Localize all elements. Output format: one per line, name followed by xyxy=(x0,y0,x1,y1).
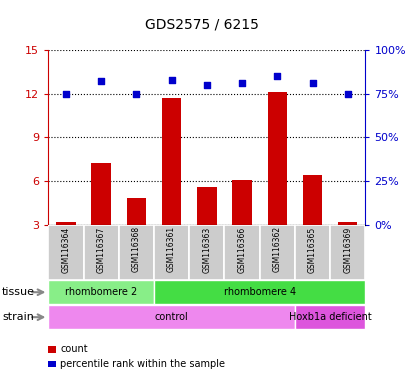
Point xyxy=(344,91,351,97)
Point xyxy=(203,82,210,88)
Bar xyxy=(119,225,154,280)
Bar xyxy=(127,199,146,225)
Bar xyxy=(84,225,119,280)
Text: GSM116362: GSM116362 xyxy=(273,226,282,272)
Bar xyxy=(303,175,322,225)
Point xyxy=(309,80,316,86)
Bar xyxy=(92,164,111,225)
Bar xyxy=(48,280,154,304)
Point xyxy=(239,80,245,86)
Point xyxy=(98,78,105,84)
Bar xyxy=(295,225,330,280)
Bar xyxy=(260,225,295,280)
Text: GSM116361: GSM116361 xyxy=(167,226,176,272)
Bar xyxy=(162,98,181,225)
Text: rhombomere 4: rhombomere 4 xyxy=(223,287,296,297)
Bar xyxy=(232,179,252,225)
Bar xyxy=(268,92,287,225)
Bar xyxy=(48,305,295,329)
Text: GSM116368: GSM116368 xyxy=(132,226,141,272)
Point xyxy=(274,73,281,79)
Text: control: control xyxy=(155,312,189,322)
Text: tissue: tissue xyxy=(2,287,35,297)
Text: GSM116365: GSM116365 xyxy=(308,226,317,273)
Text: GSM116367: GSM116367 xyxy=(97,226,106,273)
Text: GSM116363: GSM116363 xyxy=(202,226,211,273)
Text: rhombomere 2: rhombomere 2 xyxy=(65,287,137,297)
Bar xyxy=(56,222,76,225)
Point xyxy=(168,76,175,83)
Text: Hoxb1a deficient: Hoxb1a deficient xyxy=(289,312,372,322)
Bar xyxy=(154,225,189,280)
Text: GSM116366: GSM116366 xyxy=(238,226,247,273)
Bar xyxy=(338,222,357,225)
Text: strain: strain xyxy=(2,312,34,322)
Bar xyxy=(189,225,224,280)
Text: percentile rank within the sample: percentile rank within the sample xyxy=(60,359,225,369)
Text: count: count xyxy=(60,344,88,354)
Text: GSM116364: GSM116364 xyxy=(61,226,71,273)
Point xyxy=(63,91,69,97)
Bar xyxy=(295,305,365,329)
Point xyxy=(133,91,140,97)
Text: GDS2575 / 6215: GDS2575 / 6215 xyxy=(144,17,259,31)
Text: GSM116369: GSM116369 xyxy=(343,226,352,273)
Bar xyxy=(154,280,365,304)
Bar xyxy=(330,225,365,280)
Bar xyxy=(224,225,260,280)
Bar xyxy=(197,187,217,225)
Bar xyxy=(48,225,84,280)
